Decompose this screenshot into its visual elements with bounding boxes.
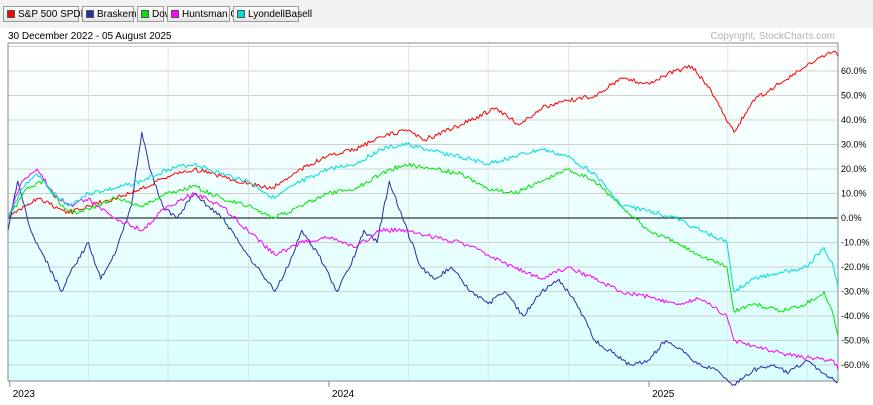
legend-item[interactable]: Braskem: [82, 6, 137, 22]
legend-item[interactable]: S&P 500 SPDRs: [3, 6, 93, 22]
y-tick-label: -30.0%: [841, 287, 870, 297]
plot-background: [8, 43, 838, 381]
y-tick-label: 50.0%: [841, 91, 867, 101]
y-tick-label: -20.0%: [841, 262, 870, 272]
y-tick-label: -10.0%: [841, 238, 870, 248]
legend-item[interactable]: LyondellBasell: [233, 6, 312, 22]
y-tick-label: -60.0%: [841, 360, 870, 370]
y-tick-label: -40.0%: [841, 311, 870, 321]
legend-item[interactable]: Huntsman Corp.: [167, 6, 255, 22]
legend-label: Huntsman Corp.: [182, 9, 255, 20]
legend-swatch: [7, 10, 15, 18]
y-tick-label: 10.0%: [841, 189, 867, 199]
legend-swatch: [141, 10, 149, 18]
y-tick-label: 20.0%: [841, 164, 867, 174]
y-tick-label: 60.0%: [841, 66, 867, 76]
series-line: [7, 131, 839, 386]
legend-swatch: [171, 10, 179, 18]
legend-label: Braskem: [97, 9, 137, 20]
series-line: [7, 142, 839, 293]
x-tick-label: 2023: [13, 389, 36, 400]
legend-label: S&P 500 SPDRs: [18, 9, 93, 20]
series-line: [7, 168, 839, 371]
y-tick-label: -50.0%: [841, 336, 870, 346]
legend-label: Dow: [152, 9, 173, 20]
y-tick-label: 40.0%: [841, 115, 867, 125]
x-tick-label: 2024: [332, 389, 355, 400]
series-line: [7, 162, 839, 336]
date-range: 30 December 2022 - 05 August 2025: [8, 31, 172, 42]
legend-item[interactable]: Dow: [137, 6, 172, 22]
x-axis-band: [0, 381, 873, 405]
legend-swatch: [237, 10, 245, 18]
y-tick-label: 0.0%: [841, 213, 862, 223]
series-line: [7, 50, 839, 219]
legend-bar: S&P 500 SPDRs Braskem Dow Huntsman Corp. Lyo…: [0, 0, 873, 28]
legend-swatch: [86, 10, 94, 18]
y-tick-label: 30.0%: [841, 140, 867, 150]
legend-label: LyondellBasell: [248, 9, 313, 20]
copyright-notice: Copyright, StockCharts.com: [710, 31, 836, 42]
x-tick-label: 2025: [652, 389, 675, 400]
